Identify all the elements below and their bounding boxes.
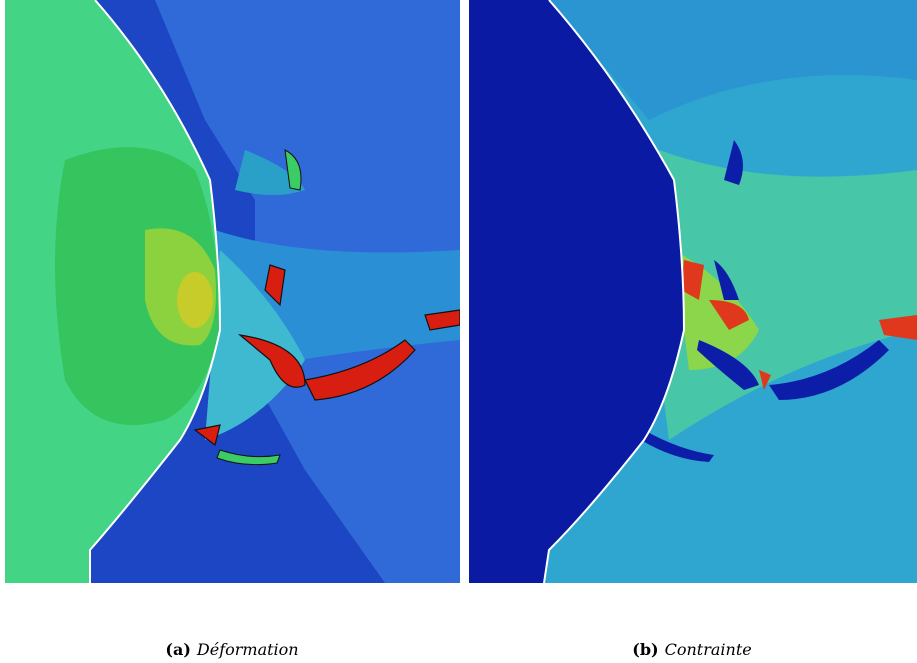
- interface: [543, 0, 686, 583]
- zone: [177, 272, 213, 328]
- caption-label: (a): [165, 640, 191, 659]
- caption-label: (b): [632, 640, 659, 659]
- field-region: [549, 0, 917, 120]
- hot-spot: [193, 264, 460, 447]
- interface: [89, 0, 222, 583]
- caption: (a) Déformation: [165, 640, 298, 659]
- hot-spot: [681, 260, 917, 390]
- caption-text: Contrainte: [664, 640, 752, 659]
- zone: [55, 147, 220, 425]
- low-zone: [641, 140, 889, 462]
- field-region: [235, 150, 305, 195]
- zone: [469, 0, 684, 583]
- stress-map: [469, 0, 917, 583]
- caption-text: Déformation: [196, 640, 299, 659]
- strain-map: [5, 0, 460, 583]
- hot-spot: [216, 149, 302, 466]
- caption: (b) Contrainte: [632, 640, 751, 659]
